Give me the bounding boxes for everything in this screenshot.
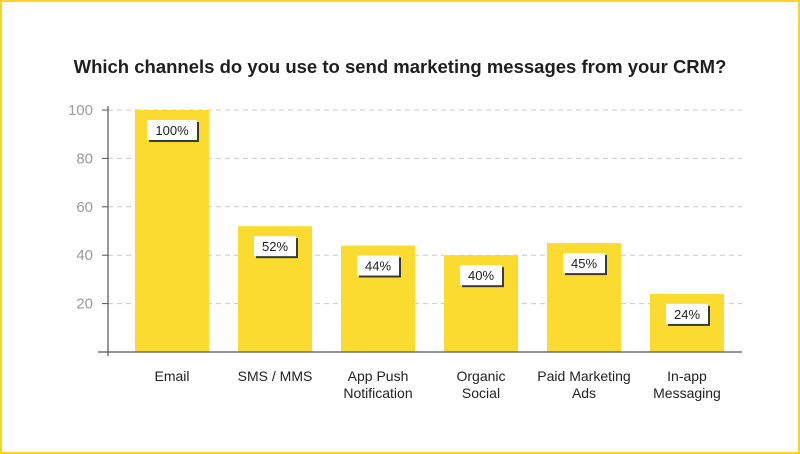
y-tick-label: 60: [76, 199, 93, 216]
data-labels: 100% 52% 44% 40% 45% 24%: [147, 120, 710, 326]
data-label: 52%: [262, 239, 288, 254]
category-label: Notification: [343, 385, 412, 401]
data-label-box: [357, 255, 399, 276]
y-axis: 20 40 60 80 100: [68, 102, 742, 356]
category-label: SMS / MMS: [238, 368, 313, 384]
data-label: 40%: [468, 268, 494, 283]
data-label-box: [563, 253, 605, 274]
category-label: In-app: [667, 368, 707, 384]
data-label: 24%: [674, 307, 700, 322]
category-label: Social: [462, 385, 500, 401]
category-label: Organic: [456, 368, 505, 384]
y-tick-label: 20: [76, 296, 93, 313]
data-label-box: [147, 120, 197, 140]
category-label: Email: [154, 368, 189, 384]
y-tick-label: 40: [76, 247, 93, 264]
y-tick-label: 80: [76, 150, 93, 167]
gridlines: [108, 109, 742, 305]
bars: [135, 110, 724, 352]
data-label: 45%: [571, 256, 597, 271]
y-tick-label: 100: [68, 102, 93, 119]
data-label: 44%: [365, 259, 391, 274]
category-label: Paid Marketing: [537, 368, 630, 384]
chart-title: Which channels do you use to send market…: [73, 56, 727, 77]
data-label-box: [666, 303, 708, 324]
data-label: 100%: [155, 123, 189, 138]
data-label-box: [460, 265, 502, 286]
category-label: Ads: [572, 385, 596, 401]
data-label-box: [254, 236, 296, 257]
category-label: Messaging: [653, 385, 721, 401]
category-label: App Push: [348, 368, 409, 384]
bar: [135, 110, 209, 352]
